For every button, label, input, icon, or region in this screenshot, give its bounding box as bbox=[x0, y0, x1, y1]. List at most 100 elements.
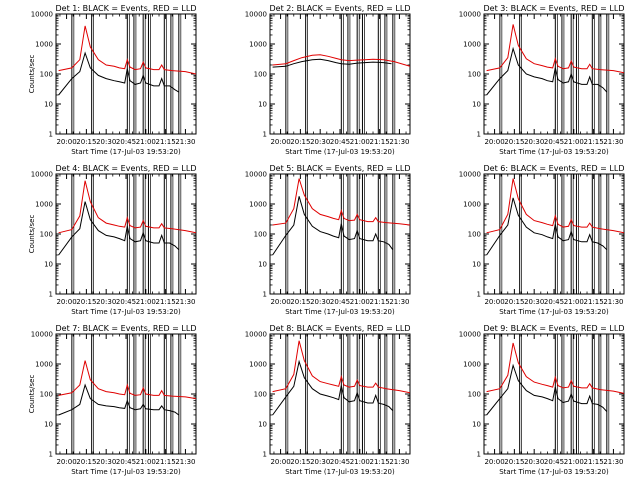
panel-det-1: Det 1: BLACK = Events, RED = LLD 1 10 100 10… bbox=[28, 4, 197, 156]
x-tick-label: 21:30 bbox=[603, 298, 623, 306]
x-tick-label: 20:30 bbox=[96, 458, 116, 466]
y-tick-label: 1000 bbox=[463, 41, 481, 49]
x-axis-label: Start Time (17-Jul-03 19:53:20) bbox=[71, 148, 181, 156]
x-tick-label: 20:45 bbox=[116, 298, 136, 306]
events-series-line bbox=[272, 196, 394, 256]
x-tick-label: 20:45 bbox=[544, 458, 564, 466]
x-tick-label: 21:15 bbox=[156, 138, 176, 146]
y-tick-label: 1000 bbox=[35, 361, 53, 369]
x-tick-label: 20:30 bbox=[524, 298, 544, 306]
x-tick-label: 20:00 bbox=[484, 298, 504, 306]
y-tick-label: 10 bbox=[472, 101, 481, 109]
y-tick-label: 10000 bbox=[459, 171, 481, 179]
panel-det-7: Det 7: BLACK = Events, RED = LLD 1 10 100 10… bbox=[28, 324, 197, 476]
x-tick-label: 21:00 bbox=[350, 298, 370, 306]
y-tick-label: 100 bbox=[40, 391, 53, 399]
x-tick-label: 20:45 bbox=[544, 298, 564, 306]
x-tick-label: 21:30 bbox=[389, 458, 409, 466]
x-tick-label: 21:00 bbox=[564, 298, 584, 306]
x-tick-label: 20:00 bbox=[56, 298, 76, 306]
plot-title: Det 2: BLACK = Events, RED = LLD bbox=[270, 4, 411, 13]
plot-frame bbox=[269, 173, 411, 295]
plot-title: Det 8: BLACK = Events, RED = LLD bbox=[270, 324, 411, 333]
y-tick-label: 10 bbox=[44, 421, 53, 429]
panel-det-2: Det 2: BLACK = Events, RED = LLD 1 10 100 10… bbox=[245, 4, 411, 156]
x-tick-label: 20:15 bbox=[504, 138, 524, 146]
x-tick-label: 21:00 bbox=[136, 138, 156, 146]
x-axis-label: Start Time (17-Jul-03 19:53:20) bbox=[71, 468, 181, 476]
panel-det-4: Det 4: BLACK = Events, RED = LLD 1 10 100 10… bbox=[28, 164, 197, 316]
x-tick-label: 20:15 bbox=[76, 458, 96, 466]
y-axis-label: Counts/sec bbox=[28, 55, 36, 94]
y-tick-label: 10 bbox=[472, 261, 481, 269]
y-tick-label: 100 bbox=[468, 231, 481, 239]
events-series-line bbox=[486, 363, 608, 416]
x-axis-label: Start Time (17-Jul-03 19:53:20) bbox=[71, 308, 181, 316]
x-axis-label: Start Time (17-Jul-03 19:53:20) bbox=[285, 148, 395, 156]
y-tick-label: 10000 bbox=[245, 11, 267, 19]
x-tick-label: 21:15 bbox=[584, 458, 604, 466]
x-tick-label: 20:45 bbox=[330, 138, 350, 146]
x-tick-label: 20:30 bbox=[524, 458, 544, 466]
y-tick-label: 10000 bbox=[245, 331, 267, 339]
x-tick-label: 20:15 bbox=[504, 458, 524, 466]
x-tick-label: 21:00 bbox=[564, 138, 584, 146]
events-series-line bbox=[486, 46, 608, 96]
x-tick-label: 20:00 bbox=[56, 138, 76, 146]
lld-series-line bbox=[272, 178, 410, 226]
x-tick-label: 20:45 bbox=[116, 458, 136, 466]
x-tick-label: 21:30 bbox=[603, 138, 623, 146]
lld-series-line bbox=[58, 180, 196, 234]
y-tick-label: 1 bbox=[477, 291, 481, 299]
lld-series-line bbox=[486, 178, 624, 234]
x-tick-label: 20:00 bbox=[270, 138, 290, 146]
x-tick-label: 20:15 bbox=[504, 298, 524, 306]
y-tick-label: 100 bbox=[254, 71, 267, 79]
plot-title: Det 4: BLACK = Events, RED = LLD bbox=[56, 164, 197, 173]
y-tick-label: 100 bbox=[40, 71, 53, 79]
y-tick-label: 1 bbox=[49, 451, 53, 459]
y-tick-label: 1 bbox=[263, 131, 267, 139]
plot-frame bbox=[269, 13, 411, 135]
lld-series-line bbox=[486, 24, 624, 74]
y-tick-label: 10000 bbox=[459, 331, 481, 339]
x-tick-label: 21:30 bbox=[175, 298, 195, 306]
plot-title: Det 1: BLACK = Events, RED = LLD bbox=[56, 4, 197, 13]
x-tick-label: 20:45 bbox=[330, 458, 350, 466]
y-tick-label: 1 bbox=[477, 451, 481, 459]
panel-det-8: Det 8: BLACK = Events, RED = LLD 1 10 100 10… bbox=[245, 324, 411, 476]
y-tick-label: 1 bbox=[49, 291, 53, 299]
y-tick-label: 1000 bbox=[249, 361, 267, 369]
y-tick-label: 10 bbox=[258, 421, 267, 429]
x-tick-label: 20:00 bbox=[56, 458, 76, 466]
x-tick-label: 20:30 bbox=[524, 138, 544, 146]
x-tick-label: 21:00 bbox=[136, 298, 156, 306]
x-tick-label: 20:45 bbox=[544, 138, 564, 146]
y-tick-label: 1000 bbox=[35, 41, 53, 49]
x-axis-label: Start Time (17-Jul-03 19:53:20) bbox=[499, 148, 609, 156]
x-tick-label: 21:15 bbox=[370, 138, 390, 146]
x-axis-label: Start Time (17-Jul-03 19:53:20) bbox=[285, 468, 395, 476]
x-tick-label: 20:30 bbox=[96, 298, 116, 306]
panel-det-9: Det 9: BLACK = Events, RED = LLD 1 10 100 10… bbox=[459, 324, 625, 476]
y-tick-label: 1000 bbox=[249, 201, 267, 209]
x-tick-label: 20:30 bbox=[310, 458, 330, 466]
events-series-line bbox=[272, 359, 394, 416]
plot-title: Det 6: BLACK = Events, RED = LLD bbox=[484, 164, 625, 173]
x-tick-label: 21:00 bbox=[350, 458, 370, 466]
y-tick-label: 10 bbox=[44, 101, 53, 109]
x-tick-label: 21:15 bbox=[156, 298, 176, 306]
x-axis-label: Start Time (17-Jul-03 19:53:20) bbox=[285, 308, 395, 316]
y-tick-label: 10 bbox=[472, 421, 481, 429]
x-tick-label: 21:30 bbox=[389, 138, 409, 146]
events-series-line bbox=[486, 197, 608, 256]
y-tick-label: 10 bbox=[258, 261, 267, 269]
y-tick-label: 10 bbox=[258, 101, 267, 109]
y-tick-label: 100 bbox=[254, 391, 267, 399]
y-tick-label: 1000 bbox=[463, 361, 481, 369]
lld-series-line bbox=[272, 54, 410, 67]
x-axis-label: Start Time (17-Jul-03 19:53:20) bbox=[499, 308, 609, 316]
x-tick-label: 21:15 bbox=[370, 458, 390, 466]
x-tick-label: 21:30 bbox=[389, 298, 409, 306]
x-tick-label: 20:00 bbox=[270, 298, 290, 306]
